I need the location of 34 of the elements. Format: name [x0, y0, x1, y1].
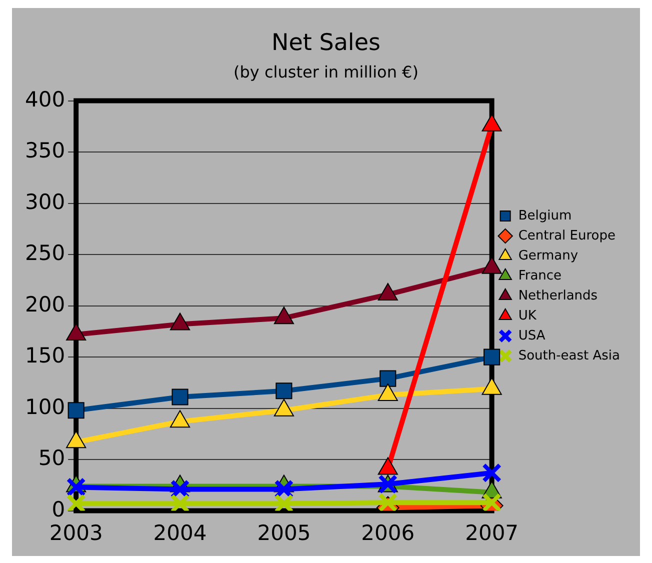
- y-tick-label: 400: [24, 87, 66, 112]
- chart-title: Net Sales: [272, 30, 380, 56]
- point: [378, 383, 398, 401]
- point: [66, 323, 86, 340]
- point: [482, 256, 502, 274]
- legend-label: South-east Asia: [518, 348, 620, 364]
- x-tick-label: 2005: [257, 520, 311, 545]
- x-tick-label: 2007: [465, 520, 519, 545]
- y-tick-label: 200: [24, 292, 66, 316]
- y-tick-label: 100: [24, 394, 66, 419]
- y-tick-label: 150: [24, 344, 66, 368]
- legend-label: USA: [518, 328, 546, 344]
- y-tick-label: 0: [52, 497, 66, 522]
- x-tick-label: 2004: [153, 520, 207, 545]
- point: [482, 377, 502, 395]
- legend-label: UK: [518, 308, 537, 324]
- legend-label: Central Europe: [518, 228, 616, 244]
- legend-label: Belgium: [518, 208, 572, 224]
- point: [274, 398, 294, 416]
- y-tick-label: 250: [24, 241, 66, 266]
- chart-subtitle: (by cluster in million €): [234, 62, 418, 82]
- legend-label: France: [518, 268, 562, 284]
- point: [170, 410, 190, 428]
- x-tick-label: 2006: [361, 520, 415, 545]
- point: [170, 312, 190, 330]
- point: [378, 283, 398, 301]
- point: [66, 430, 86, 448]
- y-tick-label: 350: [24, 138, 66, 163]
- legend-label: Germany: [518, 248, 578, 264]
- y-tick-label: 300: [24, 190, 66, 214]
- y-tick-label: 50: [38, 446, 66, 470]
- legend-label: Netherlands: [518, 288, 598, 304]
- x-tick-label: 2003: [49, 520, 103, 545]
- point: [274, 306, 294, 324]
